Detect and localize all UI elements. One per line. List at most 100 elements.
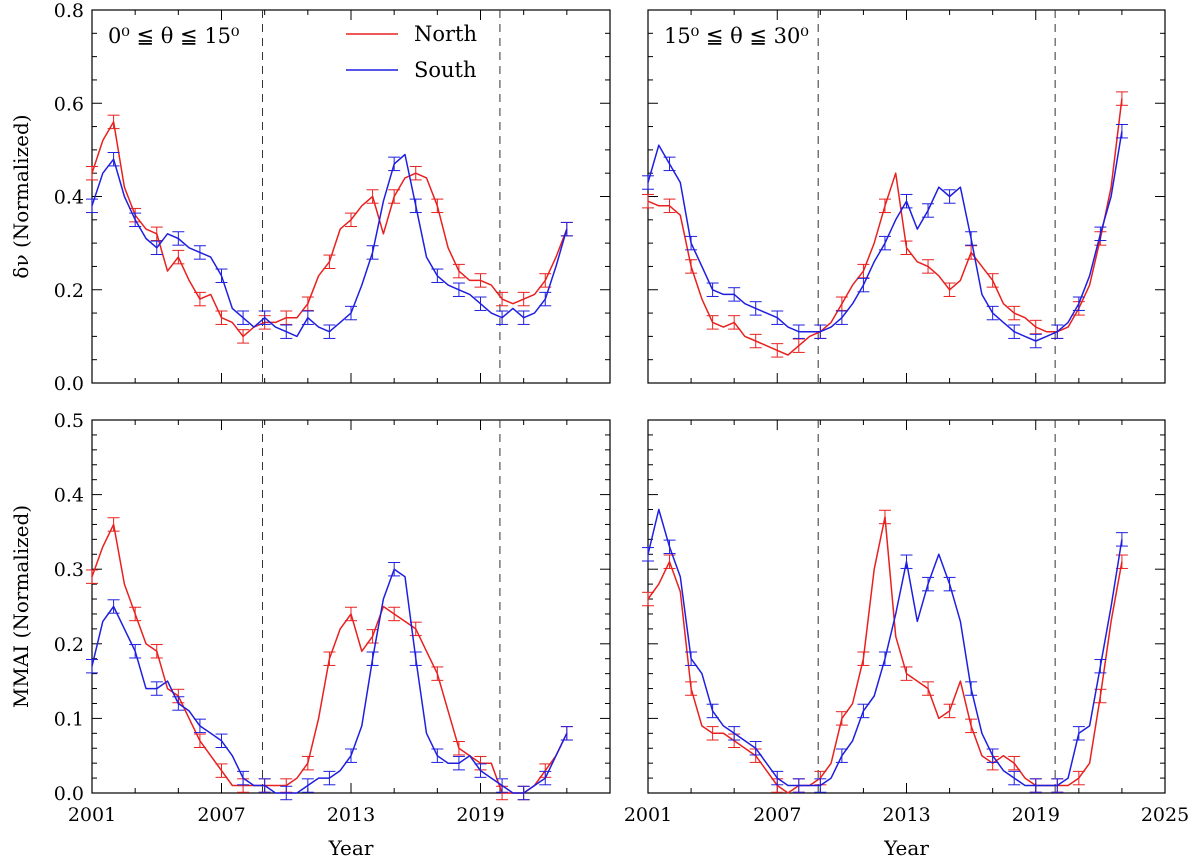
error-bar-south bbox=[857, 703, 870, 719]
error-bar-north bbox=[452, 741, 465, 756]
y-axis-title: MMAI (Normalized) bbox=[9, 505, 33, 708]
error-bar-south bbox=[474, 296, 487, 311]
error-bar-south bbox=[86, 658, 98, 674]
error-bar-south bbox=[431, 268, 444, 283]
error-bar-north bbox=[388, 606, 401, 622]
error-bar-south bbox=[857, 277, 870, 293]
error-bar-south bbox=[814, 778, 827, 793]
error-bar-south bbox=[965, 681, 978, 696]
y-tick-label: 0.1 bbox=[54, 708, 84, 730]
error-bar-south bbox=[193, 718, 206, 734]
error-bar-north bbox=[431, 666, 444, 681]
panel-top-left: 0.0 0.2 0.4 0.6 0.8 0⁰ ≦ θ ≦ 15⁰ δν (Normalize… bbox=[9, 0, 611, 395]
y-tick-label: 0.6 bbox=[54, 93, 84, 115]
error-bar-south bbox=[749, 301, 762, 316]
error-bar-north bbox=[685, 259, 698, 274]
error-bar-south bbox=[1008, 770, 1021, 786]
error-bar-north bbox=[496, 291, 509, 307]
y-axis-title: δν (Normalized) bbox=[9, 114, 33, 278]
error-bar-south bbox=[792, 324, 805, 339]
error-bar-south bbox=[943, 189, 956, 204]
x-axis-title: Year bbox=[883, 836, 929, 860]
x-tick-label: 2013 bbox=[882, 804, 930, 826]
error-bar-north bbox=[728, 315, 741, 330]
latitude-band-label: 0⁰ ≦ θ ≦ 15⁰ bbox=[108, 24, 239, 48]
error-bar-north bbox=[107, 114, 120, 130]
error-bar-north bbox=[172, 249, 185, 265]
y-tick-label: 0.2 bbox=[54, 634, 84, 656]
error-bar-south bbox=[986, 748, 999, 763]
x-tick-label: 2019 bbox=[1012, 804, 1060, 826]
x-axis-title: Year bbox=[328, 836, 374, 860]
error-bar-south bbox=[496, 310, 509, 325]
error-bar-north bbox=[474, 273, 487, 288]
error-bar-north bbox=[215, 310, 228, 325]
error-bar-south bbox=[900, 193, 913, 209]
error-bar-south bbox=[323, 324, 336, 339]
error-bar-south bbox=[642, 175, 654, 190]
error-bar-south bbox=[452, 755, 465, 771]
error-bar-south bbox=[706, 703, 719, 719]
error-bar-north bbox=[1008, 305, 1021, 321]
error-bar-north bbox=[129, 606, 142, 622]
error-bar-south bbox=[366, 245, 379, 260]
error-bar-south bbox=[922, 203, 935, 218]
error-bar-north bbox=[922, 681, 935, 696]
error-bar-south bbox=[749, 741, 762, 756]
error-bar-north bbox=[323, 651, 336, 666]
y-tick-label: 0.3 bbox=[54, 559, 84, 581]
error-bar-north bbox=[771, 343, 784, 358]
error-bar-north bbox=[642, 193, 654, 209]
error-bar-south bbox=[965, 231, 978, 246]
error-bar-north bbox=[986, 273, 999, 288]
error-bar-south bbox=[172, 231, 185, 246]
y-tick-label: 0.8 bbox=[54, 0, 84, 22]
error-bar-south bbox=[193, 245, 206, 260]
error-bar-south bbox=[685, 651, 698, 666]
error-bar-north bbox=[517, 291, 530, 307]
error-bar-north bbox=[215, 763, 228, 778]
error-bar-south bbox=[685, 235, 698, 251]
error-bar-north bbox=[107, 517, 120, 532]
error-bar-north bbox=[835, 711, 848, 726]
error-bar-south bbox=[560, 221, 573, 237]
error-bar-south bbox=[129, 644, 142, 659]
x-tick-label: 2001 bbox=[624, 804, 672, 826]
error-bar-north bbox=[409, 165, 422, 181]
error-bar-south bbox=[258, 310, 271, 325]
error-bar-north bbox=[857, 651, 870, 666]
error-bar-north bbox=[345, 212, 357, 228]
error-bar-south bbox=[301, 778, 314, 793]
error-bar-north bbox=[900, 666, 913, 681]
error-bar-south bbox=[452, 282, 465, 297]
legend-label: North bbox=[414, 22, 477, 46]
error-bar-south bbox=[280, 785, 293, 801]
series-line-south bbox=[91, 153, 568, 338]
x-tick-label: 2007 bbox=[197, 804, 245, 826]
error-bar-south bbox=[107, 151, 120, 167]
error-bar-south bbox=[728, 287, 741, 302]
error-bar-south bbox=[878, 651, 891, 666]
error-bar-south bbox=[943, 576, 956, 592]
error-bar-north bbox=[237, 329, 250, 344]
error-bar-north bbox=[86, 165, 98, 181]
series-line-south bbox=[647, 508, 1123, 787]
error-bar-north bbox=[86, 569, 98, 584]
y-tick-label: 0.2 bbox=[54, 280, 84, 302]
y-tick-label: 0.4 bbox=[54, 187, 84, 209]
error-bar-north bbox=[878, 509, 891, 525]
error-bar-south bbox=[517, 310, 530, 325]
error-bar-south bbox=[663, 156, 676, 172]
error-bar-south bbox=[792, 778, 805, 793]
error-bar-north bbox=[280, 310, 293, 325]
error-bar-south bbox=[922, 576, 935, 592]
error-bar-south bbox=[129, 212, 142, 228]
error-bar-south bbox=[539, 770, 552, 786]
error-bar-north bbox=[150, 644, 163, 659]
error-bar-south bbox=[150, 240, 163, 256]
error-bar-north bbox=[366, 189, 379, 204]
error-bar-north bbox=[642, 591, 654, 607]
latitude-band-label: 15⁰ ≦ θ ≦ 30⁰ bbox=[664, 24, 809, 48]
error-bar-north bbox=[706, 726, 719, 741]
series-line-south bbox=[91, 568, 568, 794]
